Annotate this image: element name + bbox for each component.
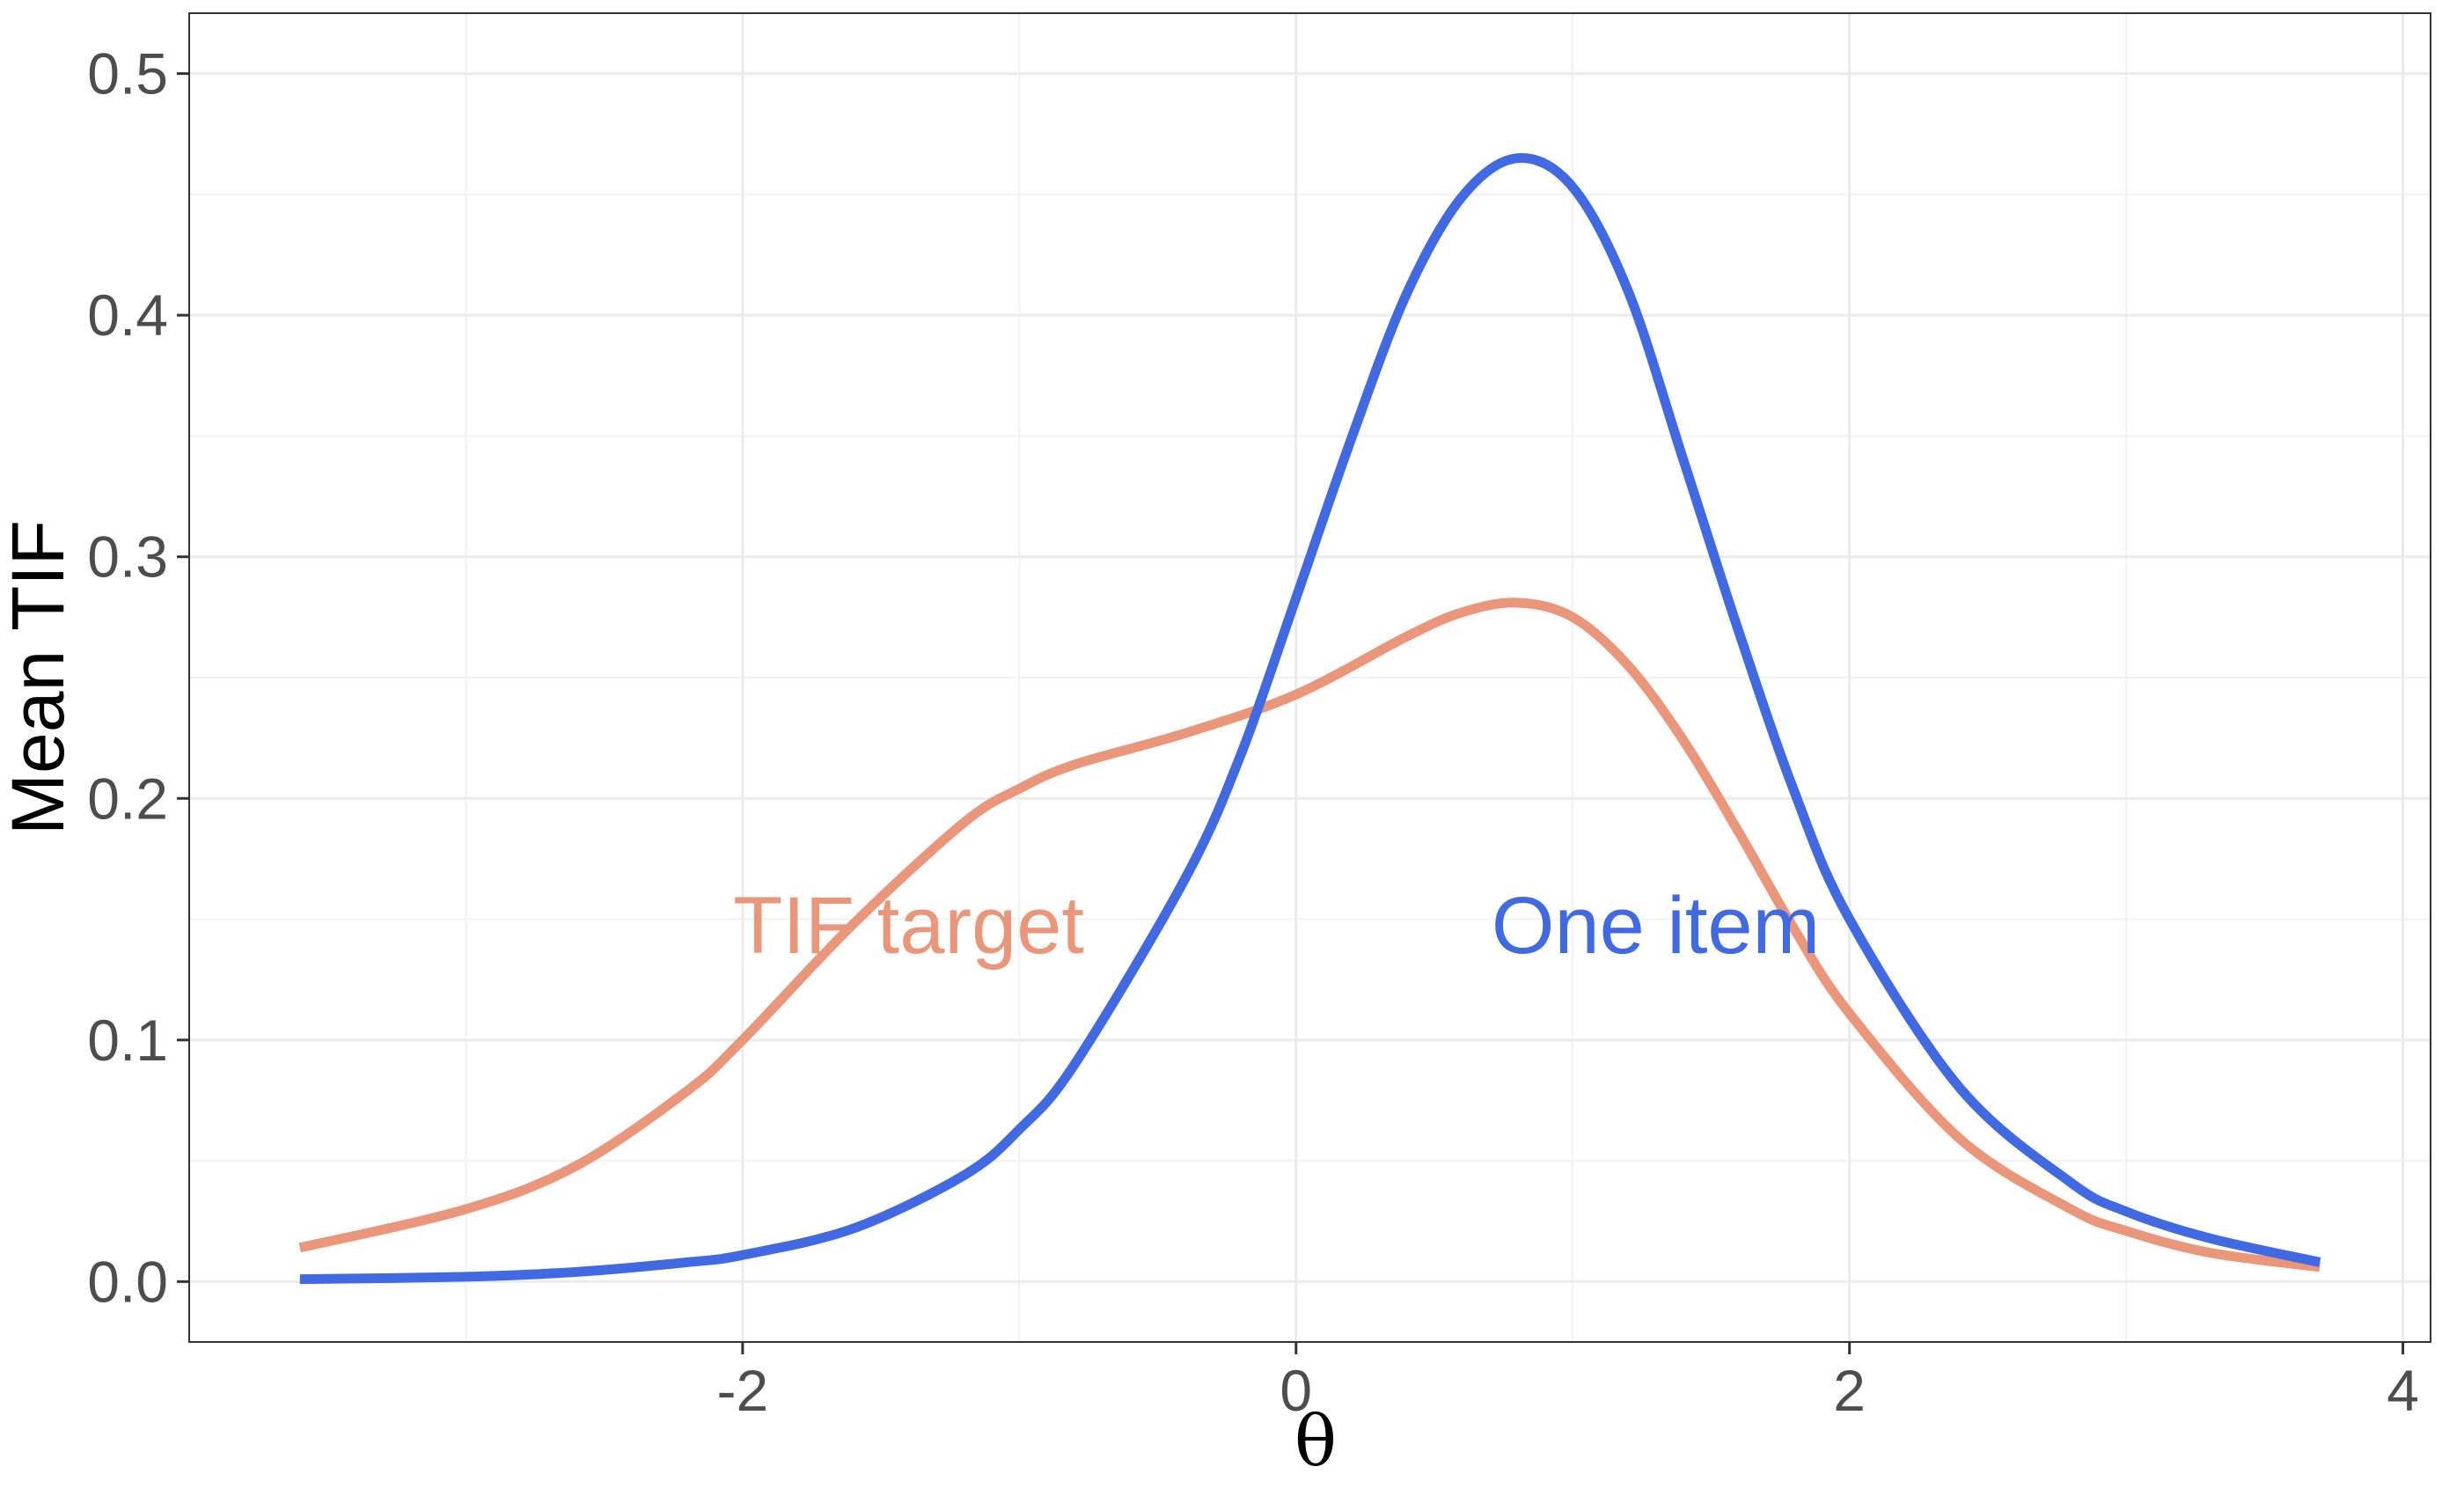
y-tick-label: 0.5 — [87, 41, 168, 106]
annotation-tif-target: TIF target — [733, 881, 1084, 971]
x-tick-label: 4 — [2387, 1358, 2419, 1423]
x-tick-label: 0 — [1280, 1358, 1312, 1423]
series-line-tif-target — [298, 598, 2321, 1272]
series-line-one-item — [299, 153, 2321, 1285]
minor-gridlines — [189, 13, 2431, 1342]
y-tick-label: 0.2 — [87, 766, 168, 831]
x-axis-title: θ — [1294, 1400, 1337, 1482]
y-tick-label: 0.0 — [87, 1249, 168, 1314]
y-tick-label: 0.4 — [87, 282, 168, 348]
y-axis-title: Mean TIF — [0, 520, 79, 835]
x-tick-label: 2 — [1833, 1358, 1866, 1423]
panel-border — [188, 12, 2431, 1343]
series-layer — [298, 153, 2321, 1285]
y-axis-ticks: 0.0 0.1 0.2 0.3 0.4 0.5 — [87, 41, 189, 1314]
x-axis-ticks: -2 0 2 4 — [717, 1342, 2419, 1423]
annotation-one-item: One item — [1492, 881, 1820, 971]
y-tick-label: 0.1 — [87, 1008, 168, 1073]
y-tick-label: 0.3 — [87, 524, 168, 590]
annotations: TIF target One item — [733, 881, 1820, 971]
x-tick-label: -2 — [717, 1358, 769, 1423]
